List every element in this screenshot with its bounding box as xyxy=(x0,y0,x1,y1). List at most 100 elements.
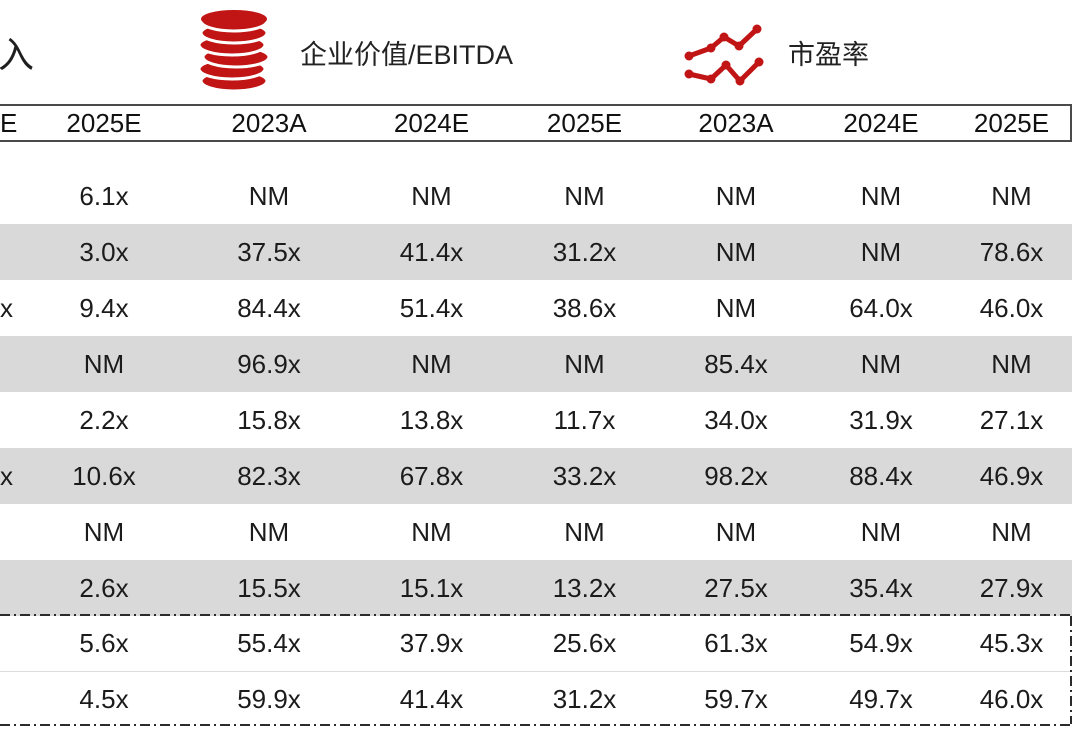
table-cell: 33.2x xyxy=(552,460,617,491)
table-cell: 51.4x xyxy=(399,292,464,323)
table-cell: 98.2x xyxy=(704,460,768,491)
column-header: 2024E xyxy=(843,107,919,138)
table-cell: NM xyxy=(564,516,605,547)
table-cell: 11.7x xyxy=(553,404,616,435)
table-cell: 27.1x xyxy=(979,404,1044,435)
table-cell: 85.4x xyxy=(704,348,768,379)
coins-icon xyxy=(197,9,271,93)
separator-dash-right xyxy=(1070,616,1072,724)
table-cell: NM xyxy=(715,292,757,323)
table-cell: 64.0x xyxy=(849,292,913,323)
table-cell: NM xyxy=(991,180,1032,211)
table-cell: 67.8x xyxy=(399,460,464,491)
table-cell: 61.3x xyxy=(704,628,768,658)
table-row: 4.5x 59.9x 41.4x 31.2x 59.7x 49.7x 46.0x xyxy=(0,671,1072,726)
table-cell: 4.5x xyxy=(79,683,129,714)
table-cell: NM xyxy=(83,516,125,547)
table-cell: 3.0x xyxy=(79,236,129,267)
table-cell: 46.0x xyxy=(979,683,1044,714)
table-cell: 31.9x xyxy=(849,404,913,435)
table-row: NM NM NM NM NM NM NM xyxy=(0,504,1072,560)
table-body: 6.1x NM NM NM NM NM NM 3.0x 37.5x 41.4x 31.2x NM NM 7… xyxy=(0,168,1072,726)
table-cell: 96.9x xyxy=(237,348,301,379)
table-cell: 10.6x xyxy=(72,460,136,491)
column-header: E xyxy=(0,107,18,138)
table-cell: 27.5x xyxy=(704,572,768,603)
table-cell: NM xyxy=(248,516,290,547)
table-cell: 5.6x xyxy=(79,628,129,658)
table-row: 2.2x 15.8x 13.8x 11.7x 34.0x 31.9x 27.1x xyxy=(0,392,1072,448)
table-cell: NM xyxy=(83,348,125,379)
table-cell: 15.5x xyxy=(237,572,301,603)
table-cell: 13.2x xyxy=(552,572,617,603)
table-cell: NM xyxy=(715,180,757,211)
table-cell: 37.9x xyxy=(399,628,464,658)
separator-dash-top xyxy=(0,614,1072,616)
table-cell: 55.4x xyxy=(237,628,301,658)
table-row: x 10.6x 82.3x 67.8x 33.2x 98.2x 88.4x 46.9x xyxy=(0,448,1072,504)
table-cell: NM xyxy=(860,348,902,379)
table-cell: NM xyxy=(248,180,290,211)
table-cell: 6.1x xyxy=(79,180,129,211)
column-header: 2025E xyxy=(973,107,1050,138)
column-header: 2025E xyxy=(546,107,623,138)
table-cell: 41.4x xyxy=(399,683,464,714)
pe-ratio-label: 市盈率 xyxy=(788,40,869,70)
table-cell: x xyxy=(0,292,13,323)
table-cell: 84.4x xyxy=(237,292,301,323)
line-chart-icon xyxy=(684,24,764,86)
table-spacer xyxy=(0,142,1072,168)
table-cell: 9.4x xyxy=(79,292,129,323)
table-cell: NM xyxy=(991,348,1032,379)
table-header-row: E 2025E 2023A 2024E 2025E 2023A 2024E 2025E xyxy=(0,104,1072,142)
table-cell: NM xyxy=(411,180,452,211)
column-header: 2024E xyxy=(393,107,470,138)
table-cell: NM xyxy=(564,348,605,379)
revenue-label-fragment: 入 xyxy=(0,34,35,75)
table-row: x 9.4x 84.4x 51.4x 38.6x NM 64.0x 46.0x xyxy=(0,280,1072,336)
table-cell: 2.2x xyxy=(79,404,129,435)
table-cell: 49.7x xyxy=(849,683,913,714)
table-cell: 15.1x xyxy=(399,572,464,603)
table-cell: 59.7x xyxy=(704,683,768,714)
table-cell: NM xyxy=(715,516,757,547)
table-cell: NM xyxy=(411,348,452,379)
table-cell: 25.6x xyxy=(552,628,617,658)
column-header: 2025E xyxy=(66,107,142,138)
table-cell: 13.8x xyxy=(399,404,464,435)
table-cell: NM xyxy=(860,180,902,211)
table-cell: NM xyxy=(991,516,1032,547)
table-cell: NM xyxy=(564,180,605,211)
table-row: 2.6x 15.5x 15.1x 13.2x 27.5x 35.4x 27.9x xyxy=(0,560,1072,616)
table-row: NM 96.9x NM NM 85.4x NM NM xyxy=(0,336,1072,392)
table-cell: 88.4x xyxy=(849,460,913,491)
table-cell: 2.6x xyxy=(79,572,129,603)
table-cell: 46.9x xyxy=(979,460,1044,491)
table-row: 5.6x 55.4x 37.9x 25.6x 61.3x 54.9x 45.3x xyxy=(0,616,1072,671)
table-row: 3.0x 37.5x 41.4x 31.2x NM NM 78.6x xyxy=(0,224,1072,280)
table-cell: x xyxy=(0,460,13,491)
table-cell: 41.4x xyxy=(399,236,464,267)
table-cell: 34.0x xyxy=(704,404,768,435)
table-cell: 45.3x xyxy=(979,628,1044,658)
separator-dash-bottom xyxy=(0,724,1072,726)
table-cell: NM xyxy=(860,516,902,547)
table-row: 6.1x NM NM NM NM NM NM xyxy=(0,168,1072,224)
table-cell: 38.6x xyxy=(552,292,617,323)
table-cell: NM xyxy=(715,236,757,267)
table-cell: 31.2x xyxy=(552,683,617,714)
table-cell: 54.9x xyxy=(849,628,913,658)
table-cell: 78.6x xyxy=(979,236,1044,267)
column-header: 2023A xyxy=(231,107,307,138)
column-header: 2023A xyxy=(698,107,774,138)
table-cell: 59.9x xyxy=(237,683,301,714)
table-cell: 82.3x xyxy=(237,460,301,491)
table-cell: 31.2x xyxy=(552,236,617,267)
table-cell: 46.0x xyxy=(979,292,1044,323)
table-cell: 15.8x xyxy=(237,404,301,435)
table-cell: NM xyxy=(411,516,452,547)
table-cell: 37.5x xyxy=(237,236,301,267)
table-cell: 35.4x xyxy=(849,572,913,603)
table-cell: 27.9x xyxy=(979,572,1044,603)
